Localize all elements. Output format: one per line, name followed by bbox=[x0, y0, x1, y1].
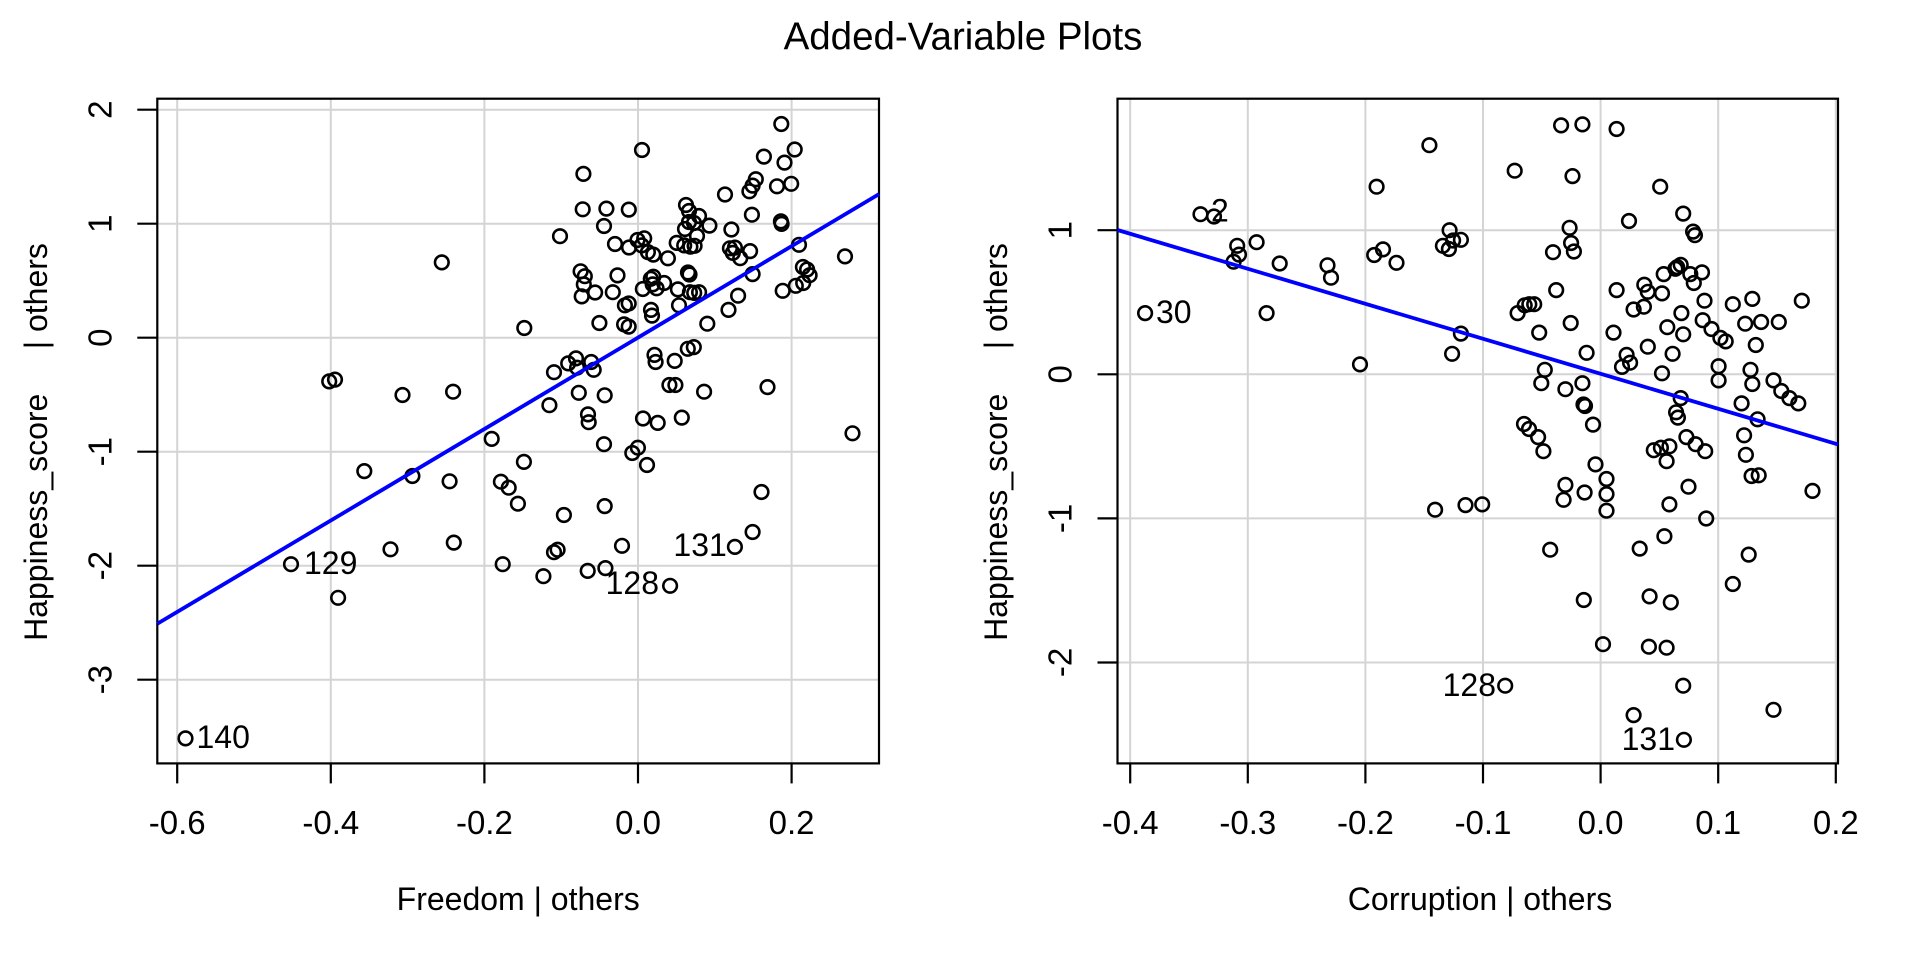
svg-text:-2: -2 bbox=[81, 551, 118, 580]
svg-text:Added-Variable Plots: Added-Variable Plots bbox=[784, 16, 1143, 59]
svg-text:0.2: 0.2 bbox=[769, 804, 815, 841]
svg-text:2: 2 bbox=[81, 101, 118, 119]
svg-text:Happiness_score | others: Happiness_score | others bbox=[18, 243, 54, 641]
svg-text:140: 140 bbox=[197, 719, 250, 755]
svg-text:-1: -1 bbox=[81, 437, 118, 466]
svg-text:1: 1 bbox=[1042, 221, 1079, 239]
svg-text:1: 1 bbox=[81, 215, 118, 233]
svg-text:-0.4: -0.4 bbox=[302, 804, 359, 841]
svg-text:-0.2: -0.2 bbox=[456, 804, 513, 841]
svg-text:-1: -1 bbox=[1042, 504, 1079, 533]
svg-text:131: 131 bbox=[673, 527, 726, 563]
svg-text:128: 128 bbox=[1443, 667, 1496, 703]
svg-text:0.0: 0.0 bbox=[1578, 804, 1624, 841]
svg-text:-0.3: -0.3 bbox=[1219, 804, 1276, 841]
svg-text:Freedom | others: Freedom | others bbox=[397, 881, 640, 917]
svg-text:0.0: 0.0 bbox=[615, 804, 661, 841]
svg-text:-0.1: -0.1 bbox=[1455, 804, 1512, 841]
svg-text:Happiness_score | others: Happiness_score | others bbox=[978, 243, 1014, 641]
svg-text:131: 131 bbox=[1622, 721, 1675, 757]
svg-text:30: 30 bbox=[1156, 294, 1192, 330]
svg-text:0.1: 0.1 bbox=[1695, 804, 1741, 841]
svg-text:Corruption | others: Corruption | others bbox=[1348, 881, 1612, 917]
svg-text:-0.4: -0.4 bbox=[1102, 804, 1159, 841]
svg-text:-2: -2 bbox=[1042, 648, 1079, 677]
svg-text:-3: -3 bbox=[81, 665, 118, 694]
svg-text:-0.2: -0.2 bbox=[1337, 804, 1394, 841]
svg-text:-0.6: -0.6 bbox=[149, 804, 206, 841]
svg-text:128: 128 bbox=[606, 565, 659, 601]
svg-text:0: 0 bbox=[1042, 365, 1079, 383]
svg-text:0.2: 0.2 bbox=[1813, 804, 1859, 841]
svg-text:2: 2 bbox=[1211, 193, 1229, 229]
svg-text:0: 0 bbox=[81, 329, 118, 347]
svg-text:129: 129 bbox=[304, 545, 357, 581]
